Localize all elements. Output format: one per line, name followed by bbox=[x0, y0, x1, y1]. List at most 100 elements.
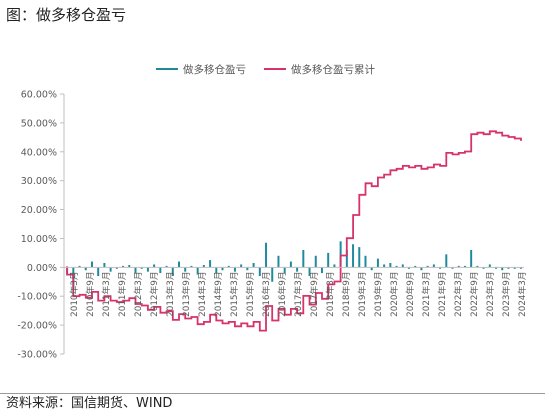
line-series bbox=[66, 130, 522, 332]
bar bbox=[258, 267, 261, 276]
bar bbox=[470, 250, 473, 268]
x-tick-label: 2011年3月 bbox=[100, 271, 112, 317]
bar bbox=[209, 260, 212, 268]
bar bbox=[395, 265, 398, 268]
bar bbox=[519, 267, 522, 269]
y-tick-label: 20.00% bbox=[21, 205, 57, 216]
bar bbox=[215, 267, 218, 274]
bar bbox=[146, 267, 149, 272]
bar bbox=[184, 267, 187, 272]
bar bbox=[370, 267, 373, 271]
bar bbox=[333, 264, 336, 268]
bar bbox=[97, 267, 100, 276]
x-tick-label: 2012年9月 bbox=[148, 271, 160, 317]
x-tick-label: 2019年9月 bbox=[372, 271, 384, 317]
bar bbox=[122, 265, 125, 268]
y-tick-label: 60.00% bbox=[21, 90, 57, 101]
y-tick-label: 50.00% bbox=[21, 118, 57, 129]
bar bbox=[401, 264, 404, 268]
bar bbox=[451, 267, 454, 269]
bar bbox=[227, 265, 230, 268]
bar bbox=[426, 265, 429, 268]
y-tick-label: -20.00% bbox=[17, 321, 57, 332]
bar bbox=[302, 250, 305, 268]
x-tick-label: 2021年3月 bbox=[420, 271, 432, 317]
y-tick-label: -30.00% bbox=[17, 350, 57, 361]
y-tick-label: 0.00% bbox=[27, 263, 57, 274]
x-tick-label: 2010年3月 bbox=[68, 271, 80, 317]
bar bbox=[352, 244, 355, 268]
x-tick-label: 2011年9月 bbox=[116, 271, 128, 317]
bar bbox=[476, 265, 479, 268]
bar bbox=[296, 267, 299, 272]
y-tick-label: -10.00% bbox=[17, 292, 57, 303]
bar bbox=[128, 265, 131, 268]
chart: 做多移仓盈亏 做多移仓盈亏累计 60.00% 50.00% 40.00% 30.00% 2… bbox=[17, 63, 528, 361]
x-tick-label: 2016年3月 bbox=[260, 271, 272, 317]
x-tick-label: 2022年9月 bbox=[468, 271, 480, 317]
bar bbox=[165, 265, 168, 268]
bar bbox=[109, 267, 112, 272]
bar bbox=[432, 264, 435, 268]
legend-label-line: 做多移仓盈亏累计 bbox=[291, 63, 375, 76]
x-tick-label: 2018年3月 bbox=[324, 271, 336, 317]
bar bbox=[134, 267, 137, 274]
x-tick-label: 2014年3月 bbox=[196, 271, 208, 317]
bar bbox=[408, 267, 410, 269]
bar bbox=[482, 267, 485, 269]
bar bbox=[513, 267, 516, 269]
cumulative-line bbox=[66, 130, 522, 332]
bar bbox=[488, 264, 491, 268]
legend: 做多移仓盈亏 做多移仓盈亏累计 bbox=[156, 63, 375, 76]
bar bbox=[153, 264, 156, 268]
bar bbox=[240, 264, 243, 268]
x-tick-label: 2024年3月 bbox=[516, 271, 528, 317]
bar bbox=[389, 263, 392, 268]
bar bbox=[457, 265, 460, 268]
y-tick-label: 30.00% bbox=[21, 176, 57, 187]
legend-label-bars: 做多移仓盈亏 bbox=[183, 63, 246, 76]
bar bbox=[103, 263, 106, 268]
bar bbox=[252, 263, 255, 268]
bar bbox=[445, 254, 448, 268]
bar bbox=[376, 258, 379, 268]
bar bbox=[314, 255, 317, 268]
bar bbox=[383, 264, 386, 268]
x-tick-label: 2014年9月 bbox=[212, 271, 224, 317]
x-tick-label: 2016年9月 bbox=[276, 271, 288, 317]
bar bbox=[159, 267, 162, 274]
bar bbox=[140, 267, 143, 269]
x-tick-label: 2010年9月 bbox=[84, 271, 96, 317]
x-tick-label: 2012年3月 bbox=[132, 271, 144, 317]
y-axis: 60.00% 50.00% 40.00% 30.00% 20.00% 10.00% 0.00… bbox=[17, 90, 65, 361]
bar bbox=[308, 267, 311, 276]
x-tick-label: 2023年9月 bbox=[500, 271, 512, 317]
x-tick-label: 2023年3月 bbox=[484, 271, 496, 317]
figure-title: 图：做多移仓盈亏 bbox=[6, 6, 127, 24]
x-tick-label: 2013年9月 bbox=[180, 271, 192, 317]
bar bbox=[90, 261, 93, 268]
bar bbox=[202, 265, 205, 268]
bar bbox=[246, 267, 249, 271]
bar bbox=[327, 252, 330, 268]
bar bbox=[501, 267, 504, 271]
bar bbox=[190, 265, 193, 268]
bar bbox=[358, 247, 361, 268]
x-tick-label: 2022年3月 bbox=[452, 271, 464, 317]
bar bbox=[414, 265, 417, 268]
bar bbox=[233, 267, 236, 272]
x-tick-label: 2015年3月 bbox=[228, 271, 240, 317]
bar bbox=[345, 250, 348, 268]
bar bbox=[115, 267, 118, 269]
bar bbox=[320, 267, 323, 274]
source-note: 资料来源：国信期货、WIND bbox=[6, 396, 173, 411]
bar bbox=[439, 267, 442, 269]
x-axis: 2010年3月 2010年9月 2011年3月 2011年9月 2012年3月 2012年… bbox=[64, 266, 528, 317]
bar bbox=[463, 265, 466, 268]
bar bbox=[196, 267, 199, 275]
y-tick-label: 40.00% bbox=[21, 147, 57, 158]
bar bbox=[283, 267, 286, 274]
x-tick-label: 2015年9月 bbox=[244, 271, 256, 317]
x-tick-label: 2017年9月 bbox=[308, 271, 320, 317]
bar bbox=[78, 265, 81, 268]
